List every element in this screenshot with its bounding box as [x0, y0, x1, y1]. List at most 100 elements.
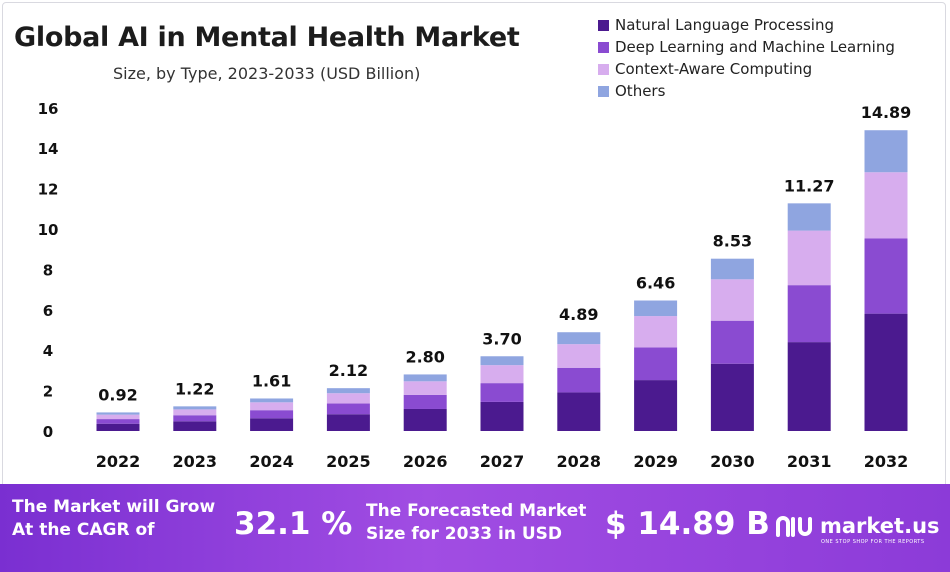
forecast-label: The Forecasted Market Size for 2033 in U… — [366, 500, 586, 546]
bar-total-label-2032: 14.89 — [861, 103, 912, 122]
chart-subtitle: Size, by Type, 2023-2033 (USD Billion) — [113, 64, 421, 83]
bar-segment-2023-series-0 — [173, 421, 217, 431]
market-us-logo-icon — [776, 516, 812, 537]
bar-segment-2031-series-1 — [787, 285, 831, 343]
bar-total-label-2031: 11.27 — [784, 176, 835, 195]
y-tick-label-12: 12 — [38, 181, 59, 199]
bar-segment-2024-series-1 — [250, 410, 294, 419]
market-us-logo: market.us ONE STOP SHOP FOR THE REPORTS — [774, 513, 940, 545]
y-tick-label-8: 8 — [43, 261, 53, 279]
legend-label-deep-learning: Deep Learning and Machine Learning — [615, 38, 895, 56]
x-tick-label-2022: 2022 — [96, 452, 141, 471]
bar-total-label-2027: 3.70 — [482, 329, 521, 348]
x-tick-label-2024: 2024 — [249, 452, 294, 471]
bar-segment-2024-series-0 — [250, 418, 294, 431]
forecast-label-line-2: Size for 2033 in USD — [366, 524, 563, 544]
legend-swatch-nlp — [598, 19, 609, 31]
y-tick-label-10: 10 — [38, 221, 59, 239]
y-tick-label-6: 6 — [43, 302, 53, 320]
bar-segment-2029-series-0 — [634, 380, 678, 431]
bar-total-label-2025: 2.12 — [329, 361, 368, 380]
bar-total-label-2024: 1.61 — [252, 371, 291, 390]
bar-segment-2026-series-0 — [403, 408, 447, 431]
legend-item-nlp: Natural Language Processing — [598, 14, 895, 36]
bar-segment-2028-series-3 — [557, 332, 601, 345]
bar-segment-2027-series-2 — [480, 365, 524, 384]
bar-segment-2031-series-0 — [787, 342, 831, 431]
bar-total-label-2030: 8.53 — [713, 232, 752, 251]
y-tick-label-2: 2 — [43, 383, 53, 401]
bar-segment-2027-series-1 — [480, 383, 524, 402]
x-tick-label-2023: 2023 — [173, 452, 218, 471]
legend-item-deep-learning: Deep Learning and Machine Learning — [598, 36, 895, 58]
bar-segment-2032-series-1 — [864, 238, 908, 314]
x-tick-label-2027: 2027 — [480, 452, 525, 471]
legend-label-context-aware: Context-Aware Computing — [615, 60, 813, 78]
bar-segment-2032-series-2 — [864, 172, 908, 239]
bar-segment-2022-series-0 — [96, 423, 140, 431]
bar-segment-2032-series-0 — [864, 313, 908, 431]
x-tick-label-2026: 2026 — [403, 452, 448, 471]
legend-swatch-deep-learning — [598, 41, 609, 53]
y-tick-label-16: 16 — [38, 100, 59, 118]
bar-segment-2023-series-3 — [173, 406, 217, 410]
bar-segment-2027-series-3 — [480, 356, 524, 366]
bar-segment-2029-series-3 — [634, 300, 678, 317]
bar-segment-2025-series-3 — [326, 388, 370, 394]
bar-segment-2027-series-0 — [480, 401, 524, 431]
bar-segment-2030-series-2 — [710, 279, 754, 321]
bar-total-label-2028: 4.89 — [559, 305, 598, 324]
bar-segment-2030-series-1 — [710, 320, 754, 364]
x-tick-label-2030: 2030 — [710, 452, 755, 471]
chart-legend: Natural Language Processing Deep Learnin… — [598, 14, 895, 102]
forecast-value: $ 14.89 B — [605, 506, 770, 542]
chart-title: Global AI in Mental Health Market — [14, 22, 520, 53]
y-tick-label-4: 4 — [43, 342, 53, 360]
bar-segment-2026-series-3 — [403, 374, 447, 382]
bar-segment-2024-series-3 — [250, 398, 294, 403]
x-tick-label-2031: 2031 — [787, 452, 832, 471]
legend-label-nlp: Natural Language Processing — [615, 16, 834, 34]
brand-name: market.us — [820, 514, 940, 538]
cagr-label-line-1: The Market will Grow — [12, 497, 216, 517]
bar-segment-2023-series-2 — [173, 409, 217, 416]
forecast-label-line-1: The Forecasted Market — [366, 501, 587, 521]
bar-segment-2026-series-2 — [403, 381, 447, 395]
legend-swatch-context-aware — [598, 63, 609, 75]
brand-tagline: ONE STOP SHOP FOR THE REPORTS — [821, 539, 925, 545]
bar-total-label-2029: 6.46 — [636, 274, 675, 293]
legend-label-others: Others — [615, 82, 666, 100]
bar-segment-2023-series-1 — [173, 415, 217, 422]
bar-total-label-2026: 2.80 — [405, 347, 444, 366]
bar-segment-2025-series-2 — [326, 393, 370, 404]
bar-segment-2029-series-1 — [634, 347, 678, 381]
bar-segment-2024-series-2 — [250, 402, 294, 411]
bar-segment-2031-series-3 — [787, 203, 831, 231]
bar-segment-2029-series-2 — [634, 316, 678, 348]
cagr-label-line-2: At the CAGR of — [12, 520, 155, 540]
bar-segment-2032-series-3 — [864, 130, 908, 173]
legend-swatch-others — [598, 85, 609, 97]
bar-total-label-2022: 0.92 — [98, 385, 137, 404]
x-tick-label-2032: 2032 — [864, 452, 909, 471]
bar-segment-2031-series-2 — [787, 230, 831, 286]
bar-segment-2028-series-0 — [557, 392, 601, 431]
bar-segment-2028-series-2 — [557, 344, 601, 368]
bar-segment-2022-series-3 — [96, 412, 140, 415]
y-tick-label-0: 0 — [43, 423, 53, 441]
bar-segment-2028-series-1 — [557, 367, 601, 393]
y-tick-label-14: 14 — [38, 140, 59, 158]
legend-item-context-aware: Context-Aware Computing — [598, 58, 895, 80]
bar-total-label-2023: 1.22 — [175, 379, 214, 398]
cagr-value: 32.1 % — [234, 506, 353, 542]
bar-segment-2025-series-0 — [326, 414, 370, 431]
x-tick-label-2029: 2029 — [633, 452, 678, 471]
bar-segment-2030-series-0 — [710, 363, 754, 431]
legend-item-others: Others — [598, 80, 895, 102]
bar-segment-2025-series-1 — [326, 403, 370, 415]
summary-banner: The Market will Grow At the CAGR of 32.1… — [0, 484, 950, 572]
x-tick-label-2025: 2025 — [326, 452, 371, 471]
bar-chart-plot: 0 2 4 6 8 10 12 14 16 0.92 2022 1.22 2023 1.61 2024 2.1… — [38, 100, 912, 471]
bar-segment-2026-series-1 — [403, 394, 447, 409]
bar-segment-2022-series-2 — [96, 414, 140, 420]
